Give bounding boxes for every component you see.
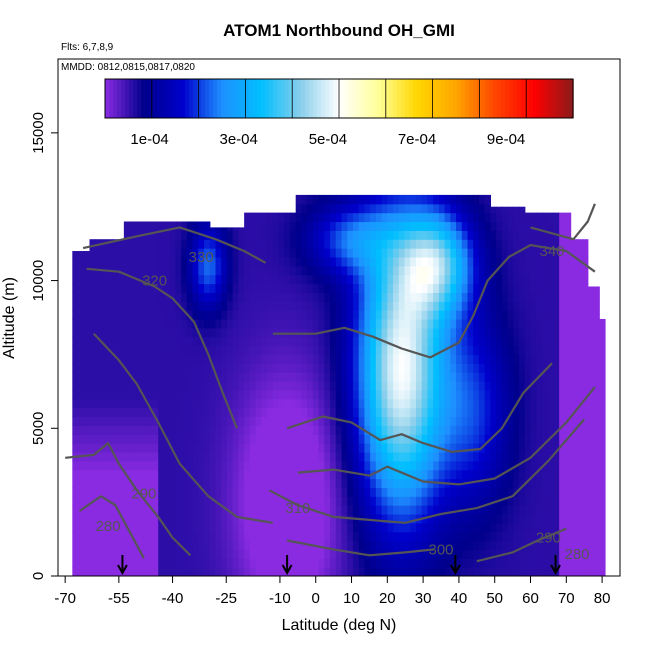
x-axis-label: Latitude (deg N) [282,617,397,634]
flight-marker-1 [281,555,293,576]
colorbar-tick-label-0: 1e-04 [130,131,168,148]
x-tick-label-5: 0 [312,590,320,607]
contour-line-7 [476,527,567,563]
contour-line-1 [86,267,239,429]
x-tick-label-12: 70 [558,590,575,607]
contour-label-4: 300 [428,541,453,558]
x-tick-label-2: -40 [162,590,184,607]
contour-label-7: 290 [536,530,561,547]
contour-label-1: 320 [142,273,167,290]
x-tick-label-1: -55 [108,590,130,607]
contour-line-11 [297,386,596,486]
chart-title: ATOM1 Northbound OH_GMI [223,21,455,40]
x-tick-label-11: 60 [522,590,539,607]
contour-line-6 [286,539,435,557]
flights-note: Flts: 6,7,8,9 [61,42,114,53]
contour-line-8 [272,244,596,359]
colorbar-tick-label-1: 3e-04 [220,131,258,148]
contour-label-2: 340 [539,243,564,260]
x-tick-label-3: -25 [215,590,237,607]
contour-label-6: 280 [96,518,121,535]
flight-marker-3 [550,555,561,576]
x-tick-label-8: 30 [415,590,432,607]
contour-label-0: 330 [189,249,214,266]
y-tick-label-3: 15000 [30,112,47,154]
contour-line-2 [92,332,273,524]
contour-label-5: 290 [131,485,156,502]
heatmap-layer [72,194,606,576]
contour-line-0 [82,226,267,264]
x-tick-label-4: -10 [269,590,291,607]
x-tick-label-6: 10 [343,590,360,607]
contour-label-3: 310 [285,500,310,517]
flight-marker-0 [117,555,128,576]
contour-line-9 [530,203,596,241]
dates-note: MMDD: 0812,0815,0817,0820 [61,62,195,73]
contour-line-3 [65,442,192,557]
x-tick-label-7: 20 [379,590,396,607]
y-axis: 0 5000 10000 15000 [30,112,58,580]
contour-line-4 [78,495,145,559]
contour-label-8: 280 [564,546,589,563]
plot-frame [57,58,621,577]
y-tick-label-1: 5000 [30,412,47,445]
x-tick-label-10: 50 [486,590,503,607]
x-tick-label-0: -70 [54,590,76,607]
contour-line-10 [286,362,553,453]
contour-line-5 [268,418,586,524]
colorbar: 1e-04 3e-04 5e-04 7e-04 9e-04 [104,78,574,148]
colorbar-tick-label-2: 5e-04 [309,131,347,148]
flight-markers [117,555,561,576]
x-tick-label-9: 40 [451,590,468,607]
flight-marker-2 [449,555,461,576]
y-tick-label-0: 0 [30,572,47,580]
x-axis: -70 -55 -40 -25 -10 0 10 20 30 40 50 60 70 80 [54,576,610,607]
x-tick-label-13: 80 [594,590,611,607]
contour-layer [65,203,596,563]
y-tick-label-2: 10000 [30,260,47,302]
y-axis-label: Altitude (m) [1,277,18,359]
colorbar-tick-label-4: 9e-04 [487,131,525,148]
colorbar-tick-label-3: 7e-04 [398,131,436,148]
